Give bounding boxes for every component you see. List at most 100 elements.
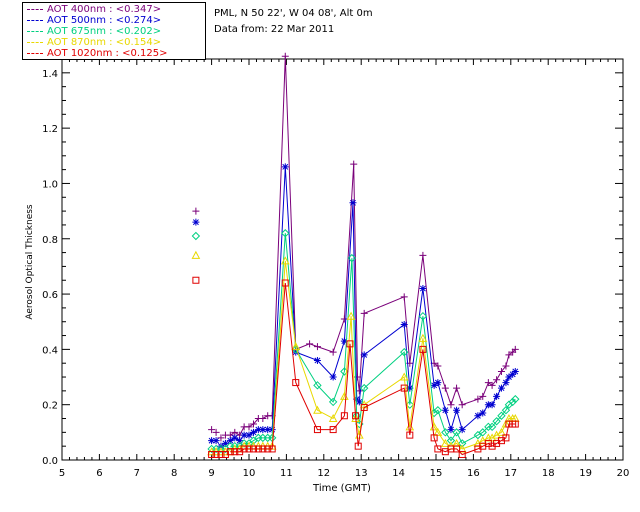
legend-label: AOT 1020nm : <0.125> xyxy=(47,48,168,59)
data-point xyxy=(433,427,443,436)
data-date: Data from: 22 Mar 2011 xyxy=(214,24,335,35)
data-point xyxy=(340,315,348,323)
axis-ticks: 5 6 7 8 9 10 11 12 13 14 15 16 17 18 19 20 0.0 0.2 0.4 0.6 0… xyxy=(42,59,629,479)
x-tick-label: 14 xyxy=(392,468,405,479)
data-point xyxy=(240,431,248,439)
data-point xyxy=(313,356,321,364)
data-point xyxy=(453,406,461,414)
data-point xyxy=(212,428,220,436)
data-point xyxy=(268,426,276,434)
data-point xyxy=(354,442,362,450)
y-tick-label: 0.2 xyxy=(42,401,58,412)
legend-swatch xyxy=(27,52,43,54)
x-tick-label: 10 xyxy=(243,468,256,479)
data-point xyxy=(208,450,216,458)
x-tick-label: 9 xyxy=(208,468,214,479)
data-point xyxy=(441,384,449,392)
data-point xyxy=(259,426,267,434)
data-point xyxy=(484,401,492,409)
data-point xyxy=(447,426,455,434)
data-point xyxy=(453,445,461,453)
data-point xyxy=(217,450,225,458)
data-point xyxy=(441,438,450,447)
data-point xyxy=(353,395,361,403)
data-point xyxy=(249,428,257,436)
data-point xyxy=(430,381,438,389)
legend-label: AOT 400nm : <0.347> xyxy=(47,4,162,15)
data-point xyxy=(281,52,289,60)
data-point xyxy=(508,397,517,407)
data-point xyxy=(226,448,234,456)
legend-swatch xyxy=(27,8,43,10)
data-point xyxy=(441,406,449,414)
data-point xyxy=(328,413,338,423)
y-tick-label: 0.4 xyxy=(42,345,58,356)
data-point xyxy=(418,333,428,342)
data-point xyxy=(249,420,257,428)
data-point xyxy=(240,445,248,453)
data-point xyxy=(430,434,438,442)
data-point xyxy=(446,436,456,445)
x-tick-label: 19 xyxy=(579,468,592,479)
data-point xyxy=(487,422,497,432)
y-axis-label: Aerosol Optical Thickness xyxy=(25,204,35,320)
data-point xyxy=(264,426,272,434)
data-point xyxy=(479,409,487,417)
data-point xyxy=(399,372,409,381)
data-point xyxy=(328,397,338,407)
legend-label: AOT 870nm : <0.154> xyxy=(47,37,162,48)
data-point xyxy=(497,427,506,436)
data-point xyxy=(350,160,358,168)
data-point xyxy=(313,381,322,390)
data-point xyxy=(254,426,262,434)
data-point xyxy=(306,340,314,348)
x-tick-label: 17 xyxy=(504,468,517,479)
data-point xyxy=(434,445,442,453)
data-point xyxy=(259,445,267,453)
y-tick-label: 0.0 xyxy=(42,456,58,467)
data-point xyxy=(329,426,337,434)
data-point xyxy=(329,348,337,356)
data-point xyxy=(502,379,510,387)
data-point xyxy=(245,423,253,431)
data-point xyxy=(281,279,289,287)
data-point xyxy=(479,392,487,400)
data-point xyxy=(192,276,200,284)
data-point xyxy=(226,437,234,445)
data-point xyxy=(458,426,466,434)
data-point xyxy=(208,426,216,434)
data-point xyxy=(313,426,321,434)
x-tick-label: 15 xyxy=(430,468,443,479)
data-point xyxy=(478,428,487,437)
data-point xyxy=(484,379,492,387)
data-point xyxy=(360,351,368,359)
data-point xyxy=(400,320,408,328)
data-point xyxy=(347,253,357,263)
data-point xyxy=(245,431,253,439)
data-point xyxy=(313,405,322,414)
data-point xyxy=(511,345,519,353)
data-point xyxy=(406,384,414,392)
data-point xyxy=(509,370,517,378)
data-point xyxy=(441,428,450,437)
data-point xyxy=(236,437,244,445)
y-tick-label: 1.4 xyxy=(42,69,58,80)
data-point xyxy=(505,373,513,381)
data-point xyxy=(281,163,289,171)
data-point xyxy=(497,368,505,376)
data-point xyxy=(359,383,369,393)
data-point xyxy=(474,395,482,403)
data-point xyxy=(453,384,461,392)
data-point xyxy=(488,381,496,389)
legend-item-1020nm: AOT 1020nm : <0.125> xyxy=(27,48,167,60)
data-point xyxy=(406,431,414,439)
x-tick-label: 7 xyxy=(134,468,140,479)
data-point xyxy=(419,251,427,259)
data-point xyxy=(259,415,267,423)
legend-swatch xyxy=(27,19,43,21)
y-tick-label: 0.8 xyxy=(42,235,58,246)
data-point xyxy=(249,445,257,453)
data-point xyxy=(434,362,442,370)
data-point xyxy=(346,340,354,348)
series-layer xyxy=(191,52,520,458)
